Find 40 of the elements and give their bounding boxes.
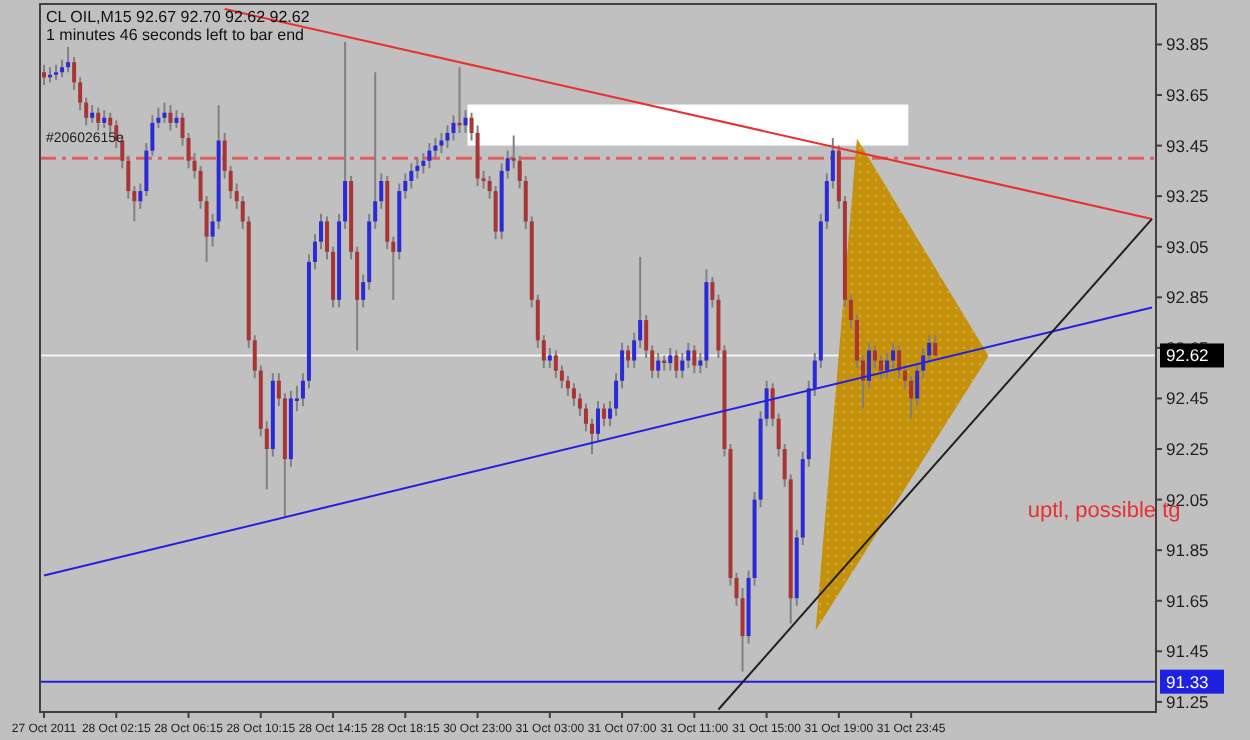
ref-line-label: 91.33 [1166, 671, 1210, 692]
candlestick [674, 349, 679, 380]
y-tick-label: 92.85 [1166, 287, 1210, 308]
y-tick-label: 93.25 [1166, 186, 1210, 207]
candlestick [571, 382, 576, 408]
candlestick [602, 402, 607, 428]
candlestick [897, 344, 902, 380]
candlestick [680, 351, 685, 380]
candlestick [66, 45, 71, 74]
candlestick [427, 142, 432, 170]
candlestick [96, 106, 101, 132]
y-tick-label: 93.65 [1166, 84, 1210, 105]
y-tick-label: 93.05 [1166, 236, 1210, 257]
candlestick [451, 114, 456, 142]
candlestick [162, 101, 167, 124]
candlestick [885, 351, 890, 380]
candlestick [547, 346, 552, 370]
text: 1 minutes 46 seconds left to bar end [46, 26, 304, 44]
candlestick [656, 351, 661, 380]
y-tick-label: 92.25 [1166, 438, 1210, 459]
y-tick-label: 91.45 [1166, 641, 1210, 662]
candlestick [668, 346, 673, 372]
y-tick-label: 93.45 [1166, 135, 1210, 156]
candlestick [439, 131, 444, 155]
candlestick [891, 341, 896, 370]
candlestick [909, 374, 914, 420]
candlestick [692, 344, 697, 375]
y-tick-label: 92.45 [1166, 388, 1210, 409]
candlestick [433, 137, 438, 160]
candlestick [42, 63, 46, 86]
y-tick-label: 91.25 [1166, 691, 1210, 712]
y-tick-label: 91.65 [1166, 590, 1210, 611]
candlestick [553, 349, 558, 380]
y-tick-label: 93.85 [1166, 34, 1210, 55]
ref-line-label: 92.62 [1166, 345, 1210, 366]
candlestick [168, 104, 173, 132]
y-tick-label: 91.85 [1166, 540, 1210, 561]
candlestick [626, 344, 631, 370]
candlestick [873, 344, 877, 370]
candlestick [686, 341, 691, 370]
